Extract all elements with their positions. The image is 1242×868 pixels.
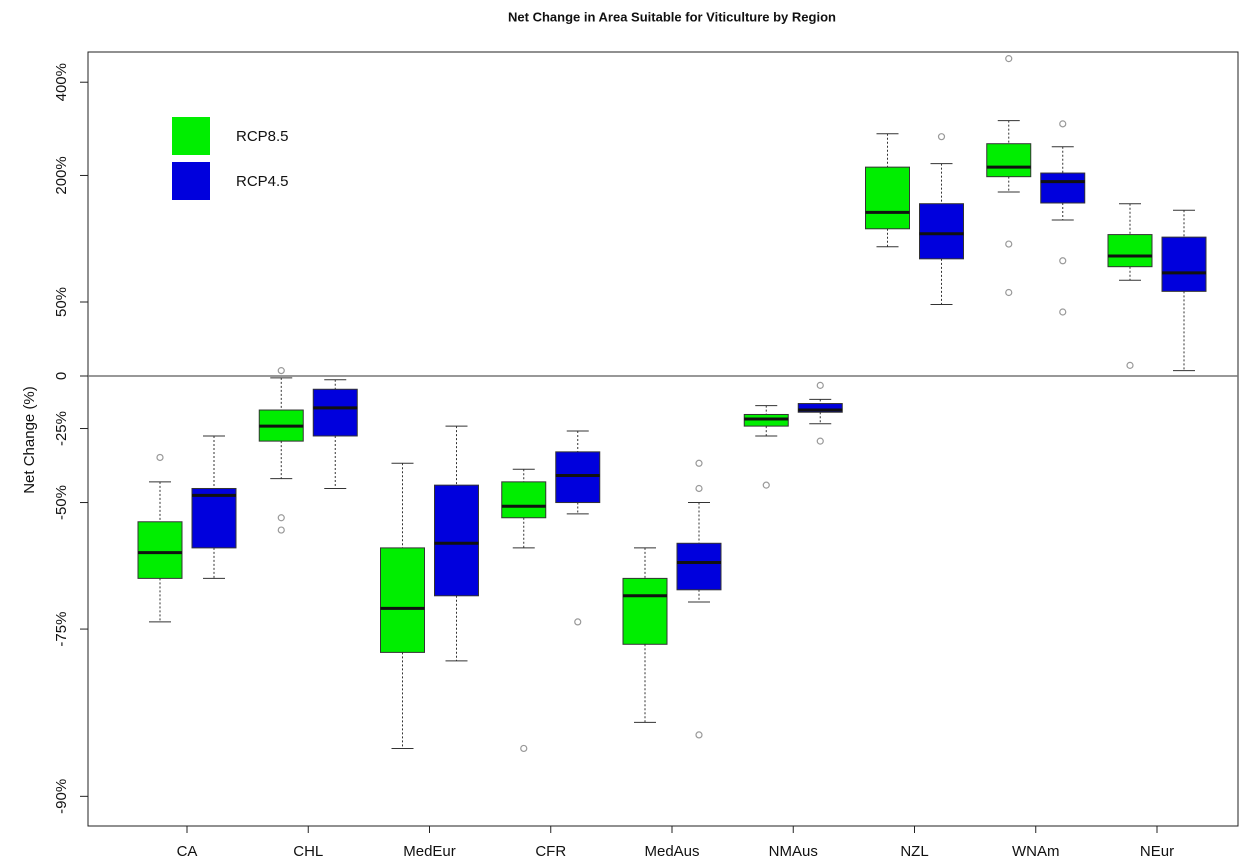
outlier <box>277 514 285 522</box>
legend-label: RCP8.5 <box>236 128 289 145</box>
outlier <box>520 744 528 753</box>
y-tick-label: -90% <box>53 779 70 814</box>
box <box>555 451 601 504</box>
y-tick-label: -50% <box>53 485 70 520</box>
y-tick-label: -25% <box>53 411 70 446</box>
y-tick-label: 400% <box>53 63 70 101</box>
outlier <box>1126 361 1134 369</box>
outlier <box>1005 240 1013 248</box>
outlier <box>277 367 285 375</box>
outlier <box>1059 120 1067 128</box>
legend-swatch <box>172 162 210 200</box>
x-tick-label: CA <box>177 843 198 860</box>
outlier <box>156 453 164 462</box>
box <box>434 484 479 597</box>
x-tick-label: CHL <box>293 843 323 860</box>
outlier <box>695 731 703 739</box>
outlier <box>695 484 703 493</box>
y-tick-label: 0 <box>53 372 70 380</box>
outlier <box>816 381 824 389</box>
box <box>797 403 843 413</box>
outlier <box>1059 257 1067 265</box>
box <box>312 388 358 437</box>
chart-title: Net Change in Area Suitable for Viticult… <box>508 9 836 24</box>
box <box>622 577 668 645</box>
outlier <box>937 133 946 141</box>
box <box>380 547 425 653</box>
outlier <box>277 526 285 534</box>
box <box>1040 172 1086 204</box>
plot-frame <box>87 51 1239 827</box>
outlier <box>1059 308 1067 316</box>
y-tick-label: 50% <box>53 287 70 317</box>
x-tick-label: WNAm <box>1012 843 1060 860</box>
box <box>191 487 237 549</box>
legend-swatch <box>172 117 210 155</box>
outlier <box>762 481 770 489</box>
outlier <box>1005 55 1013 63</box>
box <box>676 542 722 591</box>
x-tick-label: NMAus <box>769 843 818 860</box>
y-tick-label: 200% <box>53 156 70 194</box>
y-tick-label: -75% <box>53 612 70 647</box>
box <box>501 481 547 519</box>
y-axis-label: Net Change (%) <box>21 386 38 494</box>
legend-label: RCP4.5 <box>236 173 289 190</box>
outlier <box>574 618 582 626</box>
outlier <box>695 459 703 467</box>
x-tick-label: MedAus <box>644 843 699 860</box>
outlier <box>1005 288 1013 297</box>
outlier <box>816 437 824 445</box>
box <box>986 143 1032 178</box>
box <box>1161 236 1207 292</box>
x-tick-label: NZL <box>900 843 928 860</box>
box <box>1107 234 1153 268</box>
x-tick-label: CFR <box>535 843 566 860</box>
box <box>919 203 964 260</box>
box <box>137 521 183 579</box>
x-tick-label: NEur <box>1140 843 1174 860</box>
x-tick-label: MedEur <box>403 843 456 860</box>
box <box>865 166 910 230</box>
